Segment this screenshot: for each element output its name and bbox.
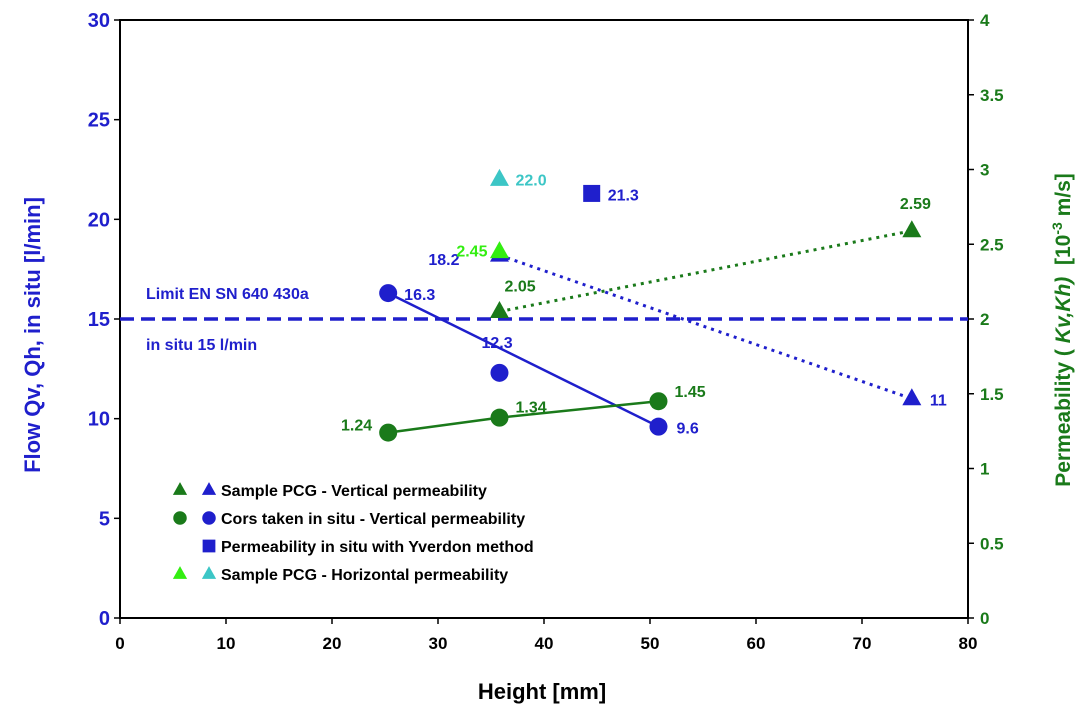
data-label-blue_flow_vertical_sample: 18.2	[428, 252, 459, 269]
y-right-tick-label: 2.5	[980, 235, 1004, 254]
y-right-tick-label: 0.5	[980, 534, 1004, 553]
data-point-lime_perm_horizontal	[489, 241, 509, 259]
y-axis-right: 0 0.5 1 1.5 2 2.5 3 3.5 4	[968, 11, 1004, 628]
y-right-tick-label: 1	[980, 460, 989, 479]
data-label-blue_flow_cores: 16.3	[404, 287, 435, 304]
series-line-blue_flow_vertical_sample	[498, 253, 913, 401]
data-point-blue_yverdon	[583, 184, 601, 202]
y-axis-right-title-main: Permeability (	[1052, 349, 1075, 487]
legend-marker-triangle	[172, 482, 188, 495]
y-axis-right-title-italic: Kv,Kh)	[1052, 277, 1075, 344]
y-left-tick-label: 15	[88, 309, 110, 331]
legend-marker-triangle	[201, 482, 217, 495]
legend-entry-text: Sample PCG - Vertical permeability	[221, 483, 487, 500]
x-tick-label: 70	[853, 634, 872, 653]
legend: Sample PCG - Vertical permeability Cors t…	[172, 482, 534, 584]
x-tick-label: 40	[535, 634, 554, 653]
y-right-tick-label: 4	[980, 11, 990, 30]
data-label-green_perm_vertical_sample: 2.59	[900, 196, 931, 213]
data-label-blue_flow_cores: 12.3	[481, 335, 512, 352]
x-tick-label: 0	[115, 634, 124, 653]
data-point-green_perm_cores	[379, 423, 398, 442]
limit-label-bottom: in situ 15 l/min	[146, 337, 257, 354]
y-right-tick-label: 1.5	[980, 385, 1004, 404]
data-point-blue_flow_cores	[490, 363, 509, 382]
data-point-green_perm_vertical_sample	[902, 220, 922, 238]
y-axis-right-title: Permeability ( Kv,Kh) [10-3 m/s]	[1049, 173, 1075, 487]
x-tick-label: 60	[747, 634, 766, 653]
legend-marker-triangle	[201, 566, 217, 579]
y-right-tick-label: 2	[980, 310, 989, 329]
data-point-cyan_flow_horizontal	[489, 168, 509, 186]
y-left-tick-label: 20	[88, 209, 110, 231]
data-label-blue_yverdon: 21.3	[608, 187, 639, 204]
series-markers	[379, 168, 922, 442]
y-axis-right-title-bracket: [10	[1052, 235, 1075, 265]
series-line-blue_flow_cores	[387, 291, 660, 428]
y-axis-left-title: Flow Qv, Qh, in situ [l/min]	[20, 197, 45, 473]
y-right-tick-label: 0	[980, 609, 989, 628]
legend-entry-text: Sample PCG - Horizontal permeability	[221, 567, 508, 584]
data-point-green_perm_cores	[649, 392, 668, 411]
legend-marker-circle	[202, 511, 216, 525]
data-point-blue_flow_cores	[379, 284, 398, 303]
data-labels: 18.2 11 2.05 2.59 16.3 12.3 9.6 1.24 1.34 1.45 21.…	[341, 172, 947, 437]
data-label-blue_flow_vertical_sample: 11	[930, 393, 947, 410]
x-tick-label: 80	[959, 634, 978, 653]
y-axis-left: 0 5 10 15 20 25 30	[88, 10, 120, 630]
data-point-green_perm_cores	[490, 408, 509, 427]
legend-entry-text: Permeability in situ with Yverdon method	[221, 539, 534, 556]
y-left-tick-label: 0	[99, 608, 110, 630]
legend-marker-triangle	[172, 566, 188, 579]
data-label-cyan_flow_horizontal: 22.0	[515, 172, 546, 189]
legend-marker-circle	[173, 511, 187, 525]
x-axis-title: Height [mm]	[478, 679, 606, 704]
x-tick-label: 50	[641, 634, 660, 653]
data-point-green_perm_vertical_sample	[489, 300, 509, 318]
y-right-tick-label: 3	[980, 161, 989, 180]
data-point-blue_flow_vertical_sample	[902, 388, 922, 406]
x-tick-label: 30	[429, 634, 448, 653]
legend-entry-text: Cors taken in situ - Vertical permeabili…	[221, 511, 525, 528]
series-line-green_perm_vertical_sample	[499, 229, 913, 313]
y-left-tick-label: 30	[88, 10, 110, 32]
data-point-blue_flow_cores	[649, 417, 668, 436]
data-label-green_perm_vertical_sample: 2.05	[504, 279, 535, 296]
x-tick-label: 20	[323, 634, 342, 653]
data-label-blue_flow_cores: 9.6	[676, 421, 698, 438]
legend-marker-square	[202, 539, 216, 553]
x-tick-label: 10	[217, 634, 236, 653]
y-axis-right-title-exponent: -3	[1049, 222, 1065, 235]
limit-line-group: Limit EN SN 640 430a in situ 15 l/min	[120, 286, 968, 354]
y-left-tick-label: 10	[88, 409, 110, 431]
data-label-green_perm_cores: 1.24	[341, 418, 372, 435]
y-axis-right-title-unit: m/s]	[1052, 173, 1075, 222]
x-axis: 0 10 20 30 40 50 60 70 80	[115, 618, 977, 653]
limit-label-top: Limit EN SN 640 430a	[146, 286, 309, 303]
y-left-tick-label: 5	[99, 508, 110, 530]
y-left-tick-label: 25	[88, 110, 110, 132]
data-label-green_perm_cores: 1.34	[515, 400, 546, 417]
y-right-tick-label: 3.5	[980, 86, 1004, 105]
data-label-lime_perm_horizontal: 2.45	[456, 244, 487, 261]
data-label-green_perm_cores: 1.45	[674, 384, 705, 401]
